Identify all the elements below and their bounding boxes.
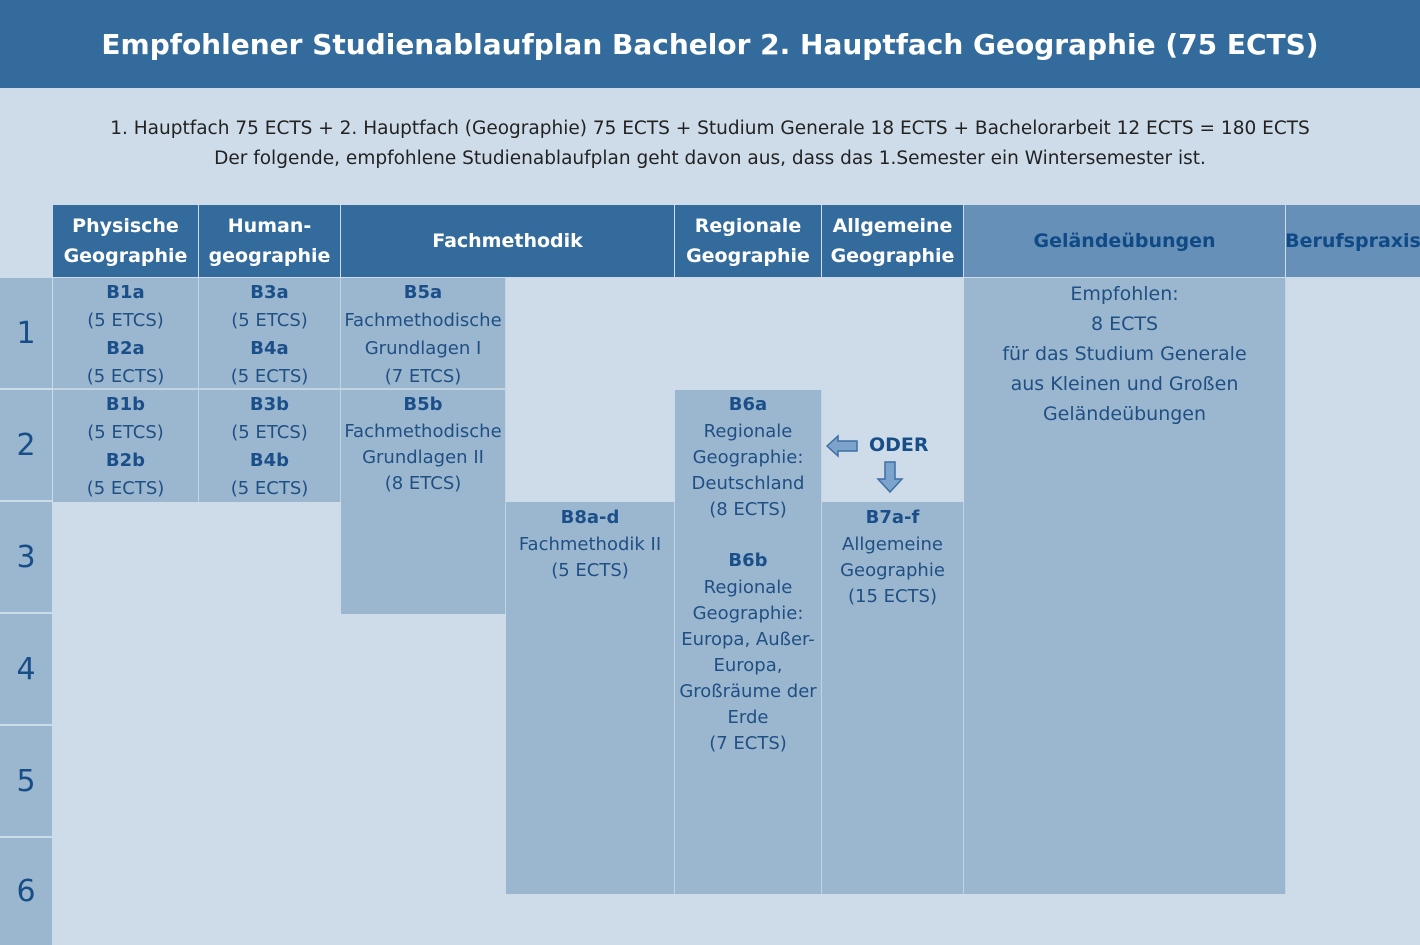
module-code-b2b: B2b bbox=[105, 450, 146, 471]
module-ects-b1b: (5 ETCS) bbox=[87, 422, 164, 443]
module-code-b3a: B3a bbox=[250, 282, 289, 303]
semester-3-label: 3 bbox=[0, 502, 52, 614]
gelaende-text: 8 ECTS bbox=[1090, 313, 1159, 335]
module-code-b4a: B4a bbox=[250, 338, 289, 359]
module-ects-b2b: (5 ECTS) bbox=[86, 478, 165, 499]
module-code-b7: B7a-f bbox=[865, 507, 920, 528]
module-ects-b3a: (5 ETCS) bbox=[231, 310, 308, 331]
header-label-line: Regionale bbox=[694, 215, 802, 237]
semester-2-label: 2 bbox=[0, 390, 52, 502]
module-cell-b3a-b4a: B3a (5 ETCS) B4a (5 ECTS) bbox=[199, 278, 341, 390]
header-physische-geographie: Physische Geographie bbox=[53, 205, 199, 277]
module-ects-b8: (5 ECTS) bbox=[551, 560, 629, 581]
header-regionale-geographie: Regionale Geographie bbox=[675, 205, 822, 277]
module-ects-b4b: (5 ECTS) bbox=[230, 478, 309, 499]
module-text-b7: Geographie bbox=[840, 560, 945, 581]
header-berufspraxis: Berufspraxis bbox=[1285, 205, 1420, 277]
oder-label: ODER bbox=[869, 434, 929, 456]
module-name-b8: Fachmethodik II bbox=[518, 534, 662, 555]
header-label-line: Human- bbox=[227, 215, 312, 237]
module-ects-b1a: (5 ETCS) bbox=[87, 310, 164, 331]
module-text-b7: Allgemeine bbox=[842, 534, 943, 555]
module-text-b6b: Regionale bbox=[703, 577, 793, 598]
module-code-b5b: B5b bbox=[403, 394, 443, 415]
module-ects-b3b: (5 ETCS) bbox=[231, 422, 308, 443]
module-code-b2a: B2a bbox=[106, 338, 145, 359]
gelaende-text: Geländeübungen bbox=[1042, 403, 1207, 425]
semester-4-label: 4 bbox=[0, 614, 52, 726]
module-cell-b3b-b4b: B3b (5 ETCS) B4b (5 ECTS) bbox=[199, 390, 341, 502]
module-code-b4b: B4b bbox=[249, 450, 290, 471]
header-label-line: Allgemeine bbox=[832, 215, 953, 237]
module-code-b6b: B6b bbox=[728, 550, 768, 571]
module-name-b5a-line2: Grundlagen I bbox=[364, 338, 482, 359]
module-ects-b5a: (7 ETCS) bbox=[384, 366, 462, 387]
module-text-b6b: Europa, Außer- bbox=[681, 629, 815, 650]
module-code-b8: B8a-d bbox=[560, 507, 620, 528]
module-text-b6a: Geographie: bbox=[692, 447, 804, 468]
module-code-b3b: B3b bbox=[249, 394, 290, 415]
header-label-line: Physische bbox=[72, 215, 179, 237]
module-code-b1b: B1b bbox=[105, 394, 146, 415]
header-label-line: Geographie bbox=[686, 245, 810, 267]
module-code-b6a: B6a bbox=[728, 394, 768, 415]
module-text-b6b: Europa, bbox=[713, 655, 783, 676]
header-label-line: Fachmethodik bbox=[432, 230, 583, 252]
header-label-line: Geographie bbox=[63, 245, 188, 267]
semester-1-label: 1 bbox=[0, 278, 52, 390]
module-ects-b5b: (8 ETCS) bbox=[384, 473, 462, 494]
module-text-b6b: Geographie: bbox=[692, 603, 804, 624]
header-allgemeine-geographie: Allgemeine Geographie bbox=[822, 205, 964, 277]
intro-line-1: 1. Hauptfach 75 ECTS + 2. Hauptfach (Geo… bbox=[110, 118, 1310, 139]
header-label-line: Geographie bbox=[830, 245, 955, 267]
arrow-down-icon bbox=[876, 461, 904, 494]
semester-5-label: 5 bbox=[0, 726, 52, 838]
module-text-b6b: Großräume der bbox=[679, 681, 817, 702]
header-label-line: Geländeübungen bbox=[1033, 230, 1216, 252]
module-cell-b8: B8a-d Fachmethodik II (5 ECTS) bbox=[506, 502, 675, 894]
spacer bbox=[675, 523, 821, 547]
header-label-line: Berufspraxis bbox=[1285, 230, 1420, 252]
header-humangeographie: Human- geographie bbox=[199, 205, 341, 277]
header-gelaendeuebungen: Geländeübungen bbox=[964, 205, 1286, 277]
arrow-left-icon bbox=[825, 434, 858, 458]
module-code-b1a: B1a bbox=[106, 282, 145, 303]
intro-line-2: Der folgende, empfohlene Studienablaufpl… bbox=[214, 148, 1206, 169]
module-text-b6a: Regionale bbox=[703, 421, 793, 442]
module-ects-b6b: (7 ECTS) bbox=[709, 733, 787, 754]
gelaende-text: Empfohlen: bbox=[1070, 283, 1179, 305]
gelaende-text: aus Kleinen und Großen bbox=[1010, 373, 1239, 395]
module-cell-gelaendeuebungen: Empfohlen: 8 ECTS für das Studium Genera… bbox=[964, 278, 1286, 894]
module-cell-b5a: B5a Fachmethodische Grundlagen I (7 ETCS… bbox=[341, 278, 506, 390]
module-cell-b1a-b2a: B1a (5 ETCS) B2a (5 ECTS) bbox=[53, 278, 199, 390]
module-text-b6a: Deutschland bbox=[691, 473, 805, 494]
page-title: Empfohlener Studienablaufplan Bachelor 2… bbox=[0, 0, 1420, 88]
module-ects-b7: (15 ECTS) bbox=[847, 586, 938, 607]
module-ects-b6a: (8 ECTS) bbox=[709, 499, 787, 520]
module-ects-b2a: (5 ECTS) bbox=[86, 366, 165, 387]
header-fachmethodik: Fachmethodik bbox=[341, 205, 675, 277]
module-code-b5a: B5a bbox=[403, 282, 443, 303]
module-cell-b5b: B5b Fachmethodische Grundlagen II (8 ETC… bbox=[341, 390, 506, 614]
module-name-b5a-line1: Fachmethodische bbox=[344, 310, 502, 331]
semester-6-label: 6 bbox=[0, 838, 52, 945]
module-name-b5b-line1: Fachmethodische bbox=[344, 421, 502, 442]
gelaende-text: für das Studium Generale bbox=[1002, 343, 1247, 365]
header-label-line: geographie bbox=[208, 245, 331, 267]
module-text-b6b: Erde bbox=[727, 707, 769, 728]
module-ects-b4a: (5 ECTS) bbox=[230, 366, 309, 387]
module-cell-b1b-b2b: B1b (5 ETCS) B2b (5 ECTS) bbox=[53, 390, 199, 502]
module-cell-b6: B6a Regionale Geographie: Deutschland (8… bbox=[675, 390, 822, 894]
module-cell-b7: B7a-f Allgemeine Geographie (15 ECTS) bbox=[822, 502, 964, 894]
module-name-b5b-line2: Grundlagen II bbox=[362, 447, 484, 468]
